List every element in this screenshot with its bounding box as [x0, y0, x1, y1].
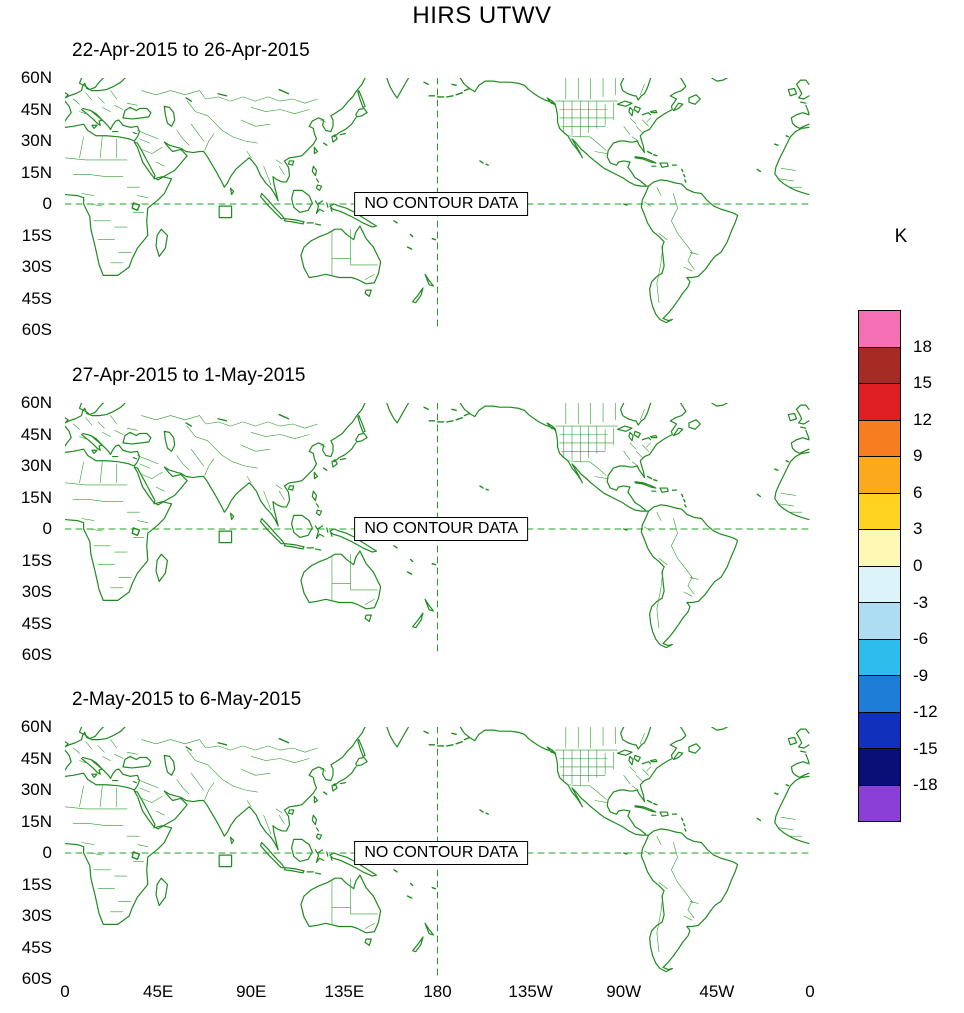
- x-tick-label: 45E: [143, 982, 174, 1001]
- y-tick-label: 45S: [21, 613, 52, 633]
- y-tick-label: 60S: [21, 320, 52, 339]
- colorbar-tick-label: 12: [913, 409, 932, 429]
- colorbar-tick-label: -15: [913, 738, 938, 758]
- colorbar-cell: [859, 603, 900, 640]
- colorbar-cell: [859, 712, 900, 749]
- colorbar-tick-label: -9: [913, 665, 929, 685]
- colorbar-cell: [859, 493, 900, 530]
- y-tick-label: 30N: [20, 131, 52, 150]
- panel-3-subtitle: 2-May-2015 to 6-May-2015: [72, 689, 302, 710]
- colorbar-tick-label: -3: [913, 592, 929, 612]
- panel-1-subtitle: 22-Apr-2015 to 26-Apr-2015: [72, 40, 310, 61]
- colorbar-tick-label: 9: [913, 446, 923, 466]
- colorbar-cell: [859, 457, 900, 494]
- colorbar-tick-label: 3: [913, 519, 923, 539]
- x-tick-label: 135E: [324, 982, 365, 1001]
- y-tick-label: 45N: [20, 748, 52, 768]
- y-tick-label: 15N: [20, 811, 52, 831]
- y-axis-labels: 60N 45N 30N 15N 0 15S 30S 45S 60S: [0, 717, 58, 988]
- y-tick-label: 15N: [20, 487, 52, 507]
- x-tick-label: 90E: [236, 982, 267, 1001]
- y-tick-label: 0: [42, 519, 52, 538]
- x-tick-label: 135W: [508, 982, 553, 1001]
- colorbar-tick-label: -12: [913, 702, 938, 722]
- x-tick-label: 90W: [606, 982, 642, 1001]
- y-tick-label: 15S: [21, 225, 52, 245]
- y-tick-label: 60S: [21, 969, 52, 988]
- x-tick-label: 180: [423, 982, 452, 1001]
- colorbar-cell: [859, 639, 900, 676]
- y-tick-label: 45N: [20, 424, 52, 444]
- colorbar-cell: [859, 566, 900, 603]
- colorbar-cell: [859, 347, 900, 384]
- y-axis-labels: 60N 45N 30N 15N 0 15S 30S 45S 60S: [0, 393, 58, 664]
- y-tick-label: 15S: [21, 550, 52, 570]
- y-tick-label: 45S: [21, 937, 52, 957]
- colorbar-title: K: [894, 226, 908, 247]
- colorbar-cell: [859, 530, 900, 567]
- map-panel-2: NO CONTOUR DATA: [65, 403, 810, 655]
- map-panel-1: NO CONTOUR DATA: [65, 78, 810, 330]
- y-tick-label: 30N: [20, 456, 52, 475]
- y-tick-label: 0: [42, 194, 52, 213]
- y-tick-label: 60N: [20, 717, 52, 736]
- colorbar-tick-label: 18: [913, 336, 932, 356]
- y-tick-label: 45N: [20, 99, 52, 119]
- colorbar-cell: [859, 420, 900, 457]
- y-tick-label: 60S: [21, 645, 52, 664]
- colorbar-cell: [859, 311, 900, 348]
- y-tick-label: 60N: [20, 68, 52, 87]
- y-tick-label: 30S: [21, 582, 52, 601]
- x-tick-label: 0: [805, 982, 815, 1001]
- page-title: HIRS UTWV: [412, 2, 552, 29]
- y-tick-label: 45S: [21, 288, 52, 308]
- no-contour-data-label: NO CONTOUR DATA: [354, 841, 529, 865]
- colorbar-cell: [859, 785, 900, 821]
- x-tick-label: 45W: [699, 982, 735, 1001]
- colorbar-boxes: [858, 310, 901, 822]
- colorbar-tick-label: -6: [913, 629, 929, 649]
- colorbar-cell: [859, 749, 900, 786]
- no-contour-data-label: NO CONTOUR DATA: [354, 517, 529, 541]
- map-panel-3: NO CONTOUR DATA: [65, 727, 810, 979]
- y-tick-label: 0: [42, 843, 52, 862]
- y-tick-label: 30S: [21, 906, 52, 925]
- x-tick-label: 0: [60, 982, 70, 1001]
- y-tick-label: 30N: [20, 780, 52, 799]
- colorbar-tick-label: -18: [913, 775, 938, 795]
- y-tick-label: 30S: [21, 257, 52, 276]
- colorbar-cell: [859, 676, 900, 713]
- panel-2-subtitle: 27-Apr-2015 to 1-May-2015: [72, 365, 306, 386]
- y-axis-labels: 60N 45N 30N 15N 0 15S 30S 45S 60S: [0, 68, 58, 339]
- colorbar-tick-label: 6: [913, 482, 923, 502]
- colorbar-labels: 18 15 12 9 6 3 0 -3 -6 -9 -12 -15 -18: [913, 310, 957, 822]
- y-tick-label: 15N: [20, 162, 52, 182]
- y-tick-label: 60N: [20, 393, 52, 412]
- no-contour-data-label: NO CONTOUR DATA: [354, 192, 529, 216]
- colorbar-cell: [859, 384, 900, 421]
- y-tick-label: 15S: [21, 874, 52, 894]
- colorbar-tick-label: 15: [913, 373, 932, 393]
- x-axis-labels: 0 45E 90E 135E 180 135W 90W 45W 0: [60, 982, 814, 1004]
- colorbar-tick-label: 0: [913, 556, 923, 575]
